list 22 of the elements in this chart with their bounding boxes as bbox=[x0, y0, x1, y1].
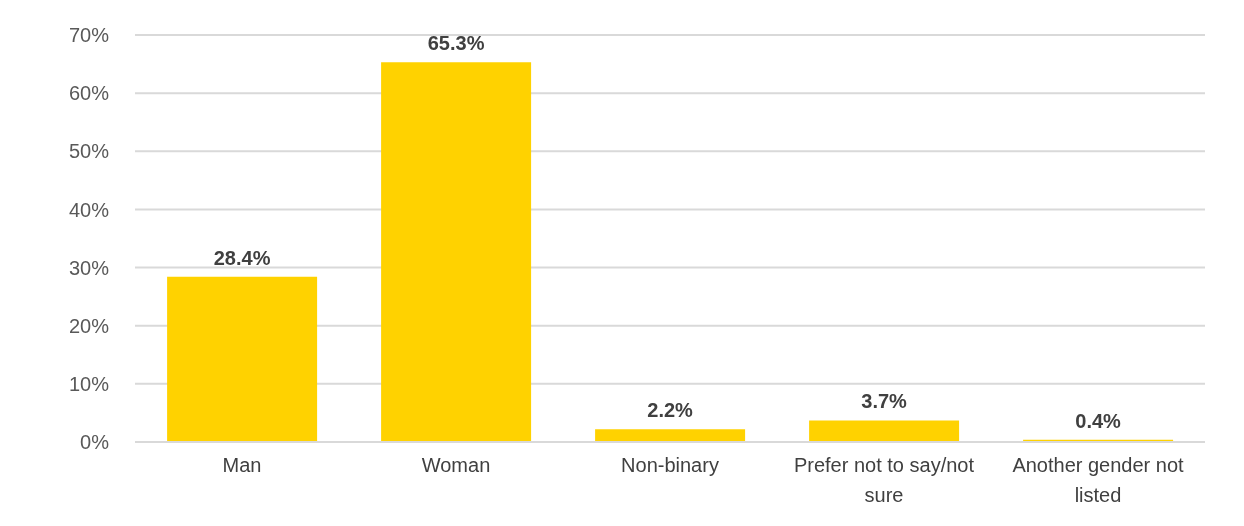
data-label: 3.7% bbox=[861, 390, 908, 413]
bar bbox=[809, 420, 960, 442]
y-tick-label: 40% bbox=[68, 198, 110, 221]
x-tick-label: Man bbox=[222, 454, 262, 476]
y-tick-label: 60% bbox=[68, 82, 110, 105]
bar bbox=[167, 276, 318, 442]
data-label: 65.3% bbox=[427, 32, 485, 55]
data-label: 2.2% bbox=[647, 399, 694, 422]
x-tick-label: Non-binary bbox=[621, 454, 719, 476]
y-tick-label: 0% bbox=[80, 431, 110, 454]
x-tick-label: Another gender not listed bbox=[1012, 454, 1185, 506]
y-tick-label: 70% bbox=[68, 24, 110, 47]
y-tick-label: 50% bbox=[68, 140, 110, 163]
data-label: 0.4% bbox=[1075, 409, 1122, 432]
y-tick-label: 30% bbox=[68, 256, 110, 279]
data-label: 28.4% bbox=[213, 246, 271, 269]
y-tick-label: 20% bbox=[68, 314, 110, 337]
bar bbox=[595, 429, 746, 442]
x-tick-label: Prefer not to say/not sure bbox=[793, 454, 975, 506]
bar bbox=[381, 62, 532, 442]
y-tick-label: 10% bbox=[68, 372, 110, 395]
x-tick-label: Woman bbox=[421, 454, 491, 476]
